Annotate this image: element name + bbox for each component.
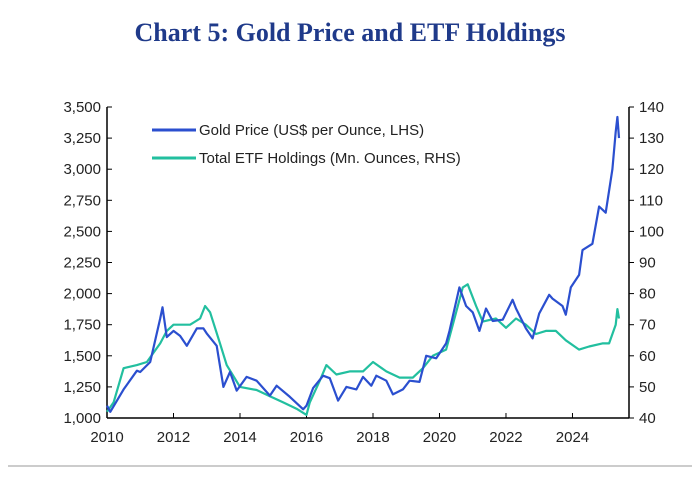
x-tick-label: 2010 bbox=[90, 429, 123, 446]
x-tick-label: 2018 bbox=[356, 429, 389, 446]
etf-holdings-line bbox=[106, 283, 621, 416]
y-right-tick-label: 40 bbox=[639, 410, 656, 427]
x-tick-label: 2024 bbox=[556, 429, 589, 446]
x-tick-label: 2016 bbox=[290, 429, 323, 446]
y-left-tick-label: 3,250 bbox=[63, 130, 101, 147]
y-right-tick-label: 70 bbox=[639, 317, 656, 334]
y-right-tick-label: 80 bbox=[639, 286, 656, 303]
y-left-tick-label: 2,500 bbox=[63, 223, 101, 240]
legend-label: Gold Price (US$ per Ounce, LHS) bbox=[199, 122, 424, 139]
y-left-tick-label: 2,750 bbox=[63, 192, 101, 209]
y-left-tick-label: 3,500 bbox=[63, 99, 101, 116]
y-right-tick-label: 140 bbox=[639, 99, 664, 116]
y-right-tick-label: 90 bbox=[639, 255, 656, 272]
gold-price-line bbox=[106, 115, 621, 413]
y-left-tick-label: 3,000 bbox=[63, 161, 101, 178]
x-tick-label: 2014 bbox=[223, 429, 256, 446]
y-left-tick-label: 2,000 bbox=[63, 286, 101, 303]
y-right-tick-label: 110 bbox=[639, 192, 663, 209]
y-left-tick-label: 2,250 bbox=[63, 255, 101, 272]
y-right-tick-label: 50 bbox=[639, 379, 656, 396]
y-right-tick-label: 120 bbox=[639, 161, 664, 178]
y-left-tick-label: 1,750 bbox=[63, 317, 101, 334]
y-left-tick-label: 1,000 bbox=[63, 410, 101, 427]
x-tick-label: 2012 bbox=[157, 429, 190, 446]
x-tick-label: 2020 bbox=[423, 429, 456, 446]
chart-title: Chart 5: Gold Price and ETF Holdings bbox=[134, 18, 566, 47]
legend-label: Total ETF Holdings (Mn. Ounces, RHS) bbox=[199, 150, 461, 167]
y-right-tick-label: 100 bbox=[639, 223, 664, 240]
y-left-tick-label: 1,250 bbox=[63, 379, 101, 396]
x-tick-label: 2022 bbox=[489, 429, 522, 446]
y-right-tick-label: 130 bbox=[639, 130, 664, 147]
y-right-tick-label: 60 bbox=[639, 348, 656, 365]
y-left-tick-label: 1,500 bbox=[63, 348, 101, 365]
